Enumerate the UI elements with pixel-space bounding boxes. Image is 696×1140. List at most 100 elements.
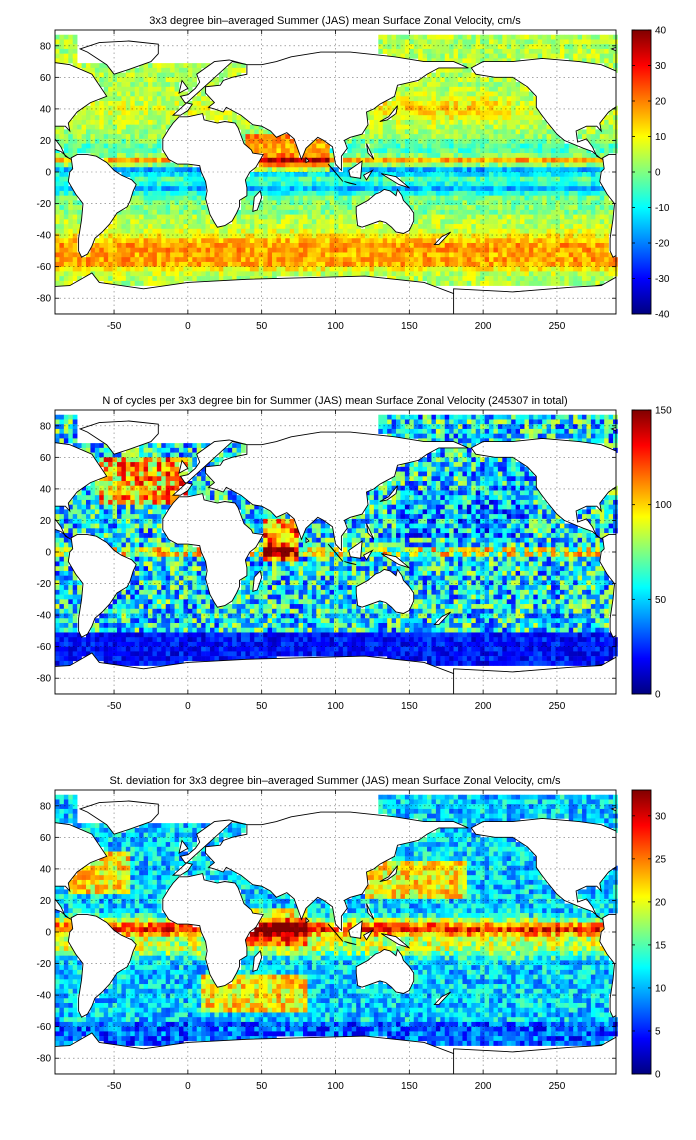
heatmap-cell [568, 39, 574, 45]
heatmap-cell [174, 105, 180, 111]
heatmap-cell [466, 44, 472, 50]
heatmap-cell [413, 34, 419, 40]
heatmap-cell [502, 157, 508, 163]
heatmap-cell [356, 190, 361, 196]
heatmap-cell [356, 271, 361, 277]
heatmap-cell [276, 176, 282, 182]
heatmap-cell [134, 261, 140, 267]
heatmap-cell [400, 115, 406, 121]
heatmap-cell [369, 238, 375, 244]
heatmap-cell [356, 257, 361, 263]
heatmap-cell [320, 195, 326, 201]
heatmap-cell [103, 129, 109, 135]
heatmap-cell [201, 233, 206, 239]
heatmap-cell [205, 101, 211, 107]
heatmap-cell [506, 44, 512, 50]
heatmap-cell [396, 124, 401, 130]
heatmap-cell [595, 162, 601, 168]
heatmap-cell [453, 266, 459, 272]
heatmap-cell [462, 252, 468, 258]
heatmap-cell [458, 200, 463, 206]
heatmap-cell [404, 257, 410, 263]
heatmap-cell [338, 186, 344, 192]
heatmap-cell [528, 276, 534, 282]
heatmap-cell [422, 162, 428, 168]
heatmap-cell [130, 105, 136, 111]
heatmap-cell [161, 129, 167, 135]
heatmap-cell [502, 276, 508, 282]
heatmap-cell [63, 134, 69, 140]
heatmap-cell [480, 200, 485, 206]
heatmap-cell [599, 119, 605, 125]
heatmap-cell [241, 119, 246, 125]
heatmap-cell [427, 119, 432, 125]
heatmap-cell [484, 424, 490, 430]
heatmap-cell [484, 276, 490, 282]
heatmap-cell [400, 261, 406, 267]
heatmap-cell [422, 148, 428, 154]
heatmap-cell [475, 257, 481, 263]
heatmap-cell [396, 424, 401, 430]
heatmap-cell [511, 181, 516, 187]
heatmap-cell [143, 266, 149, 272]
heatmap-cell [475, 172, 481, 178]
heatmap-cell [108, 157, 113, 163]
heatmap-cell [444, 53, 450, 59]
heatmap-cell [400, 176, 406, 182]
heatmap-cell [595, 419, 601, 425]
heatmap-cell [192, 257, 198, 263]
heatmap-cell [528, 228, 534, 234]
heatmap-cell [418, 266, 423, 272]
heatmap-cell [435, 172, 441, 178]
heatmap-cell [183, 63, 189, 69]
heatmap-cell [249, 224, 255, 230]
heatmap-cell [183, 72, 189, 78]
heatmap-cell [400, 91, 406, 97]
heatmap-cell [520, 172, 525, 178]
heatmap-cell [475, 129, 481, 135]
heatmap-cell [480, 266, 485, 272]
colorbar-tick-label: 10 [655, 132, 667, 143]
heatmap-cell [338, 190, 344, 196]
heatmap-cell [418, 257, 423, 263]
heatmap-cell [241, 257, 246, 263]
heatmap-cell [156, 257, 162, 263]
heatmap-cell [130, 101, 136, 107]
heatmap-cell [373, 134, 379, 140]
heatmap-cell [130, 67, 136, 73]
heatmap-cell [280, 257, 286, 263]
heatmap-cell [546, 271, 552, 277]
heatmap-cell [506, 228, 512, 234]
heatmap-cell [409, 119, 415, 125]
heatmap-cell [249, 186, 255, 192]
heatmap-cell [165, 162, 171, 168]
heatmap-cell [267, 271, 273, 277]
heatmap-cell [294, 219, 299, 225]
heatmap-cell [369, 134, 375, 140]
heatmap-cell [564, 238, 570, 244]
heatmap-cell [511, 190, 516, 196]
heatmap-cell [94, 238, 100, 244]
heatmap-cell [369, 228, 375, 234]
heatmap-cell [489, 214, 494, 220]
heatmap-cell [396, 91, 401, 97]
heatmap-cell [582, 243, 587, 249]
heatmap-cell [152, 96, 158, 102]
heatmap-cell [254, 209, 260, 215]
heatmap-cell [294, 247, 299, 253]
heatmap-cell [334, 266, 339, 272]
heatmap-cell [595, 238, 601, 244]
heatmap-cell [143, 72, 149, 78]
heatmap-cell [245, 271, 251, 277]
heatmap-cell [90, 101, 96, 107]
heatmap-cell [422, 195, 428, 201]
heatmap-cell [573, 243, 578, 249]
heatmap-cell [551, 53, 556, 59]
heatmap-cell [307, 157, 313, 163]
heatmap-cell [471, 257, 477, 263]
heatmap-cell [236, 228, 242, 234]
heatmap-cell [196, 257, 202, 263]
heatmap-cell [121, 153, 127, 159]
heatmap-cell [533, 176, 539, 182]
heatmap-cell [103, 247, 109, 253]
